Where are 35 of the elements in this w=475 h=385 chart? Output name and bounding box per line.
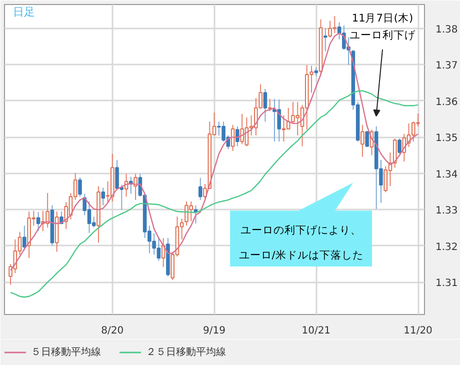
x-tick-label: 11/20	[404, 326, 432, 336]
chart-title: 日足	[12, 5, 35, 18]
candlestick	[402, 133, 406, 162]
annotation: ユーロ/米ドルは下落した	[238, 248, 364, 262]
candlestick	[324, 28, 328, 52]
candlestick	[36, 211, 40, 232]
annotation: ユーロの利下げにより、	[240, 224, 362, 237]
candlestick	[101, 187, 106, 206]
legend-label: ２５日移動平均線	[146, 346, 226, 359]
candlestick	[282, 114, 286, 142]
candlestick	[115, 160, 119, 191]
annotation: ユーロ利下げ	[350, 28, 416, 42]
y-tick-label: 1.34	[436, 169, 458, 180]
candlestick	[263, 88, 268, 122]
y-tick-label: 1.37	[436, 60, 458, 72]
candlestick	[198, 177, 202, 200]
y-tick-label: 1.32	[436, 242, 458, 253]
annotation: 11月7日(木)	[352, 11, 414, 24]
candlestick	[360, 124, 364, 158]
x-tick-label: 9/19	[203, 326, 226, 336]
x-tick-label: 10/21	[302, 326, 331, 336]
x-tick-label: 8/20	[101, 326, 124, 336]
y-tick-label: 1.36	[436, 96, 458, 108]
candlestick	[22, 225, 26, 251]
y-tick-label: 1.31	[436, 278, 458, 290]
y-tick-label: 1.38	[436, 24, 458, 36]
candlestick	[392, 138, 397, 168]
y-tick-label: 1.33	[436, 206, 458, 217]
candlestick	[78, 176, 82, 198]
legend-label: ５日移動平均線	[31, 346, 101, 359]
candlestick	[365, 130, 369, 148]
y-tick-label: 1.35	[436, 133, 458, 144]
candlestick	[236, 126, 240, 147]
line-series	[10, 90, 419, 298]
candlestick	[398, 138, 402, 154]
